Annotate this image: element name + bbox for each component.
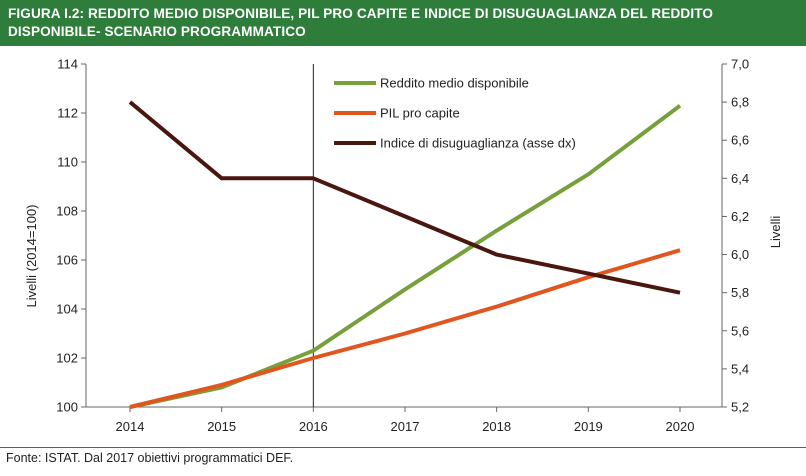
left-tick-label: 104 [56, 302, 78, 317]
x-axis-ticks: 2014 2015 2016 2017 2018 2019 2020 [116, 407, 695, 434]
x-tick-label: 2018 [482, 419, 511, 434]
left-tick-label: 112 [57, 106, 78, 121]
left-tick-label: 108 [56, 204, 78, 219]
x-tick-label: 2017 [391, 419, 420, 434]
left-tick-label: 106 [56, 253, 78, 268]
chart-series [128, 100, 682, 409]
left-tick-label: 102 [56, 351, 78, 366]
x-tick-label: 2016 [299, 419, 328, 434]
figure-title-bar: FIGURA I.2: REDDITO MEDIO DISPONIBILE, P… [0, 0, 806, 46]
figure-title-line-2: DISPONIBILE- SCENARIO PROGRAMMATICO [8, 24, 306, 39]
series-line-3 [128, 100, 681, 295]
right-tick-label: 6,2 [731, 209, 749, 224]
right-tick-label: 5,4 [731, 361, 749, 376]
footer-divider [0, 447, 806, 448]
right-axis-ticks: 5,2 5,4 5,6 5,8 6,0 6,2 6,4 6,6 6,8 7,0 [722, 57, 749, 415]
right-tick-label: 7,0 [731, 57, 749, 72]
left-axis-title: Livelli (2014=100) [24, 205, 39, 308]
right-tick-label: 6,8 [731, 95, 749, 110]
right-tick-label: 6,4 [731, 171, 749, 186]
x-tick-label: 2020 [666, 419, 695, 434]
legend-label-2: PIL pro capite [380, 106, 460, 121]
right-tick-label: 6,0 [731, 247, 749, 262]
x-tick-label: 2015 [207, 419, 236, 434]
left-tick-label: 114 [57, 57, 78, 72]
right-tick-label: 5,6 [731, 323, 749, 338]
right-axis-title: Livelli [768, 216, 783, 249]
left-tick-label: 100 [56, 400, 78, 415]
figure-title-line-1: FIGURA I.2: REDDITO MEDIO DISPONIBILE, P… [8, 6, 714, 21]
x-tick-label: 2019 [574, 419, 603, 434]
right-tick-label: 6,6 [731, 133, 749, 148]
left-tick-label: 110 [57, 155, 78, 170]
right-tick-label: 5,2 [731, 400, 749, 415]
x-tick-label: 2014 [116, 419, 145, 434]
legend-label-1: Reddito medio disponibile [380, 76, 529, 91]
series-line-1 [129, 104, 682, 409]
right-tick-label: 5,8 [731, 285, 749, 300]
left-axis-ticks: 100 102 104 106 108 110 112 114 [56, 57, 86, 415]
source-note: Fonte: ISTAT. Dal 2017 obiettivi program… [6, 451, 294, 465]
legend-label-3: Indice di disuguaglianza (asse dx) [380, 136, 576, 151]
chart-legend: Reddito medio disponibile PIL pro capite I… [334, 76, 576, 151]
series-line-2 [129, 248, 681, 409]
line-chart: 100 102 104 106 108 110 112 114 5,2 5,4 5,6 5,8 6,0… [24, 57, 783, 435]
